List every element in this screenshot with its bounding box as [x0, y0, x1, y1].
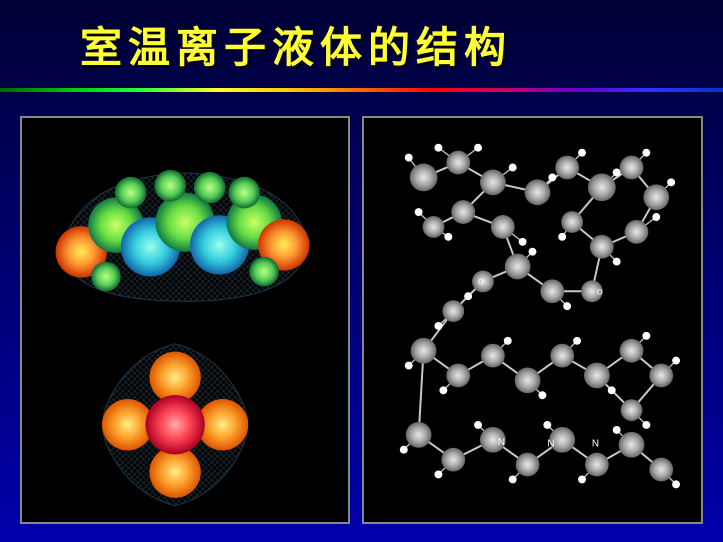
molecule-network: o o N N N: [364, 118, 701, 522]
svg-text:N: N: [498, 437, 505, 448]
separator-bar: [0, 88, 723, 92]
svg-text:N: N: [547, 439, 554, 450]
left-figure-panel: [20, 116, 350, 524]
svg-text:N: N: [592, 439, 599, 450]
svg-text:o: o: [597, 286, 603, 297]
svg-text:o: o: [478, 276, 484, 287]
slide-title: 室温离子液体的结构: [0, 0, 723, 75]
density-render: [22, 118, 348, 522]
right-figure-panel: o o N N N: [362, 116, 703, 524]
content-area: o o N N N: [20, 116, 703, 522]
